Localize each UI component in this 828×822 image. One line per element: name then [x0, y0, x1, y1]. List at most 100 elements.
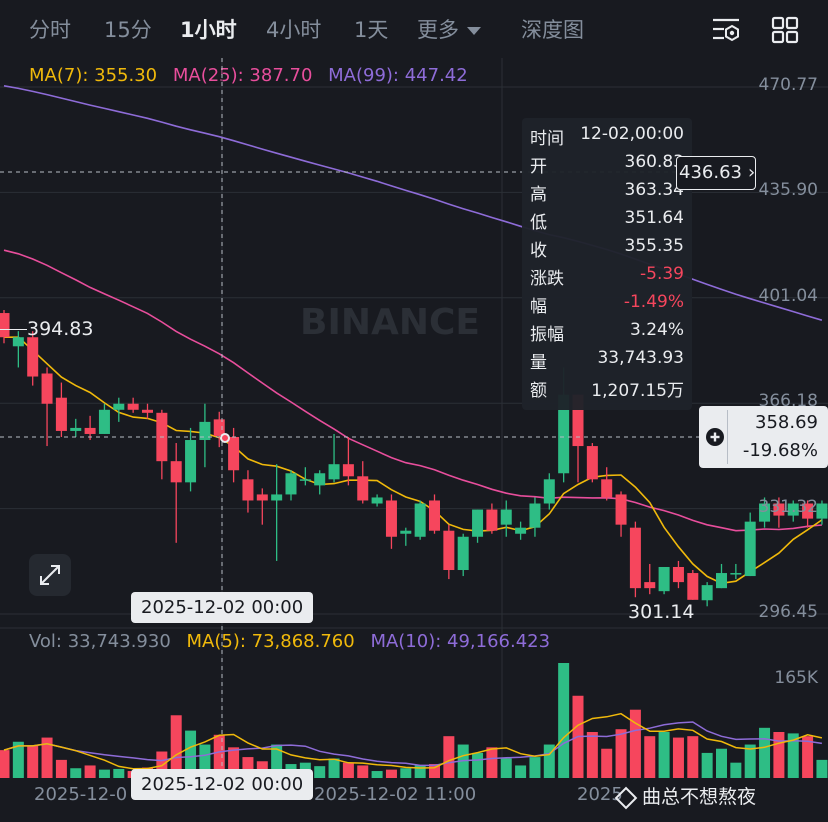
tab-depth[interactable]: 深度图	[521, 18, 584, 42]
tab-4h[interactable]: 4小时	[266, 18, 322, 42]
candle-body	[285, 473, 297, 495]
candle-body	[457, 536, 469, 571]
crosshair-toggle[interactable]	[703, 410, 728, 464]
candle	[328, 433, 340, 483]
candle-body	[486, 509, 498, 531]
candle	[185, 427, 197, 492]
ma25-line	[3, 249, 822, 532]
candle	[744, 512, 756, 577]
tooltip-value: 3.24%	[629, 320, 684, 340]
candle	[543, 473, 555, 510]
volume-bar	[629, 709, 641, 778]
candle	[429, 494, 440, 534]
price-axis-label: 331.32	[758, 496, 818, 517]
candle-body	[759, 503, 771, 522]
volume-bar	[644, 736, 656, 778]
candle	[357, 461, 369, 504]
crosshair	[0, 58, 700, 778]
grid-layout-icon[interactable]	[771, 16, 799, 44]
volume-bar	[586, 732, 598, 778]
volume-bar	[558, 663, 570, 778]
crosshair-time-pill: 2025-12-02 00:00	[131, 592, 314, 623]
volume-bar	[12, 741, 24, 778]
candle-body	[84, 427, 96, 434]
tooltip-key: 幅	[530, 297, 547, 317]
candle	[70, 418, 82, 437]
fullscreen-button[interactable]	[29, 554, 71, 596]
candle-body	[41, 373, 53, 404]
candle	[701, 582, 713, 607]
candle	[529, 497, 541, 537]
candle	[299, 467, 311, 486]
volume-bar	[472, 752, 484, 778]
candle	[773, 497, 785, 528]
tooltip-row: 时间 12-02,00:00	[530, 124, 684, 152]
candle	[242, 470, 254, 513]
crosshair-price-value: 436.63	[679, 162, 742, 183]
low-marker: 301.14	[628, 601, 694, 623]
volume-bar	[41, 737, 53, 778]
volume-bar	[170, 715, 182, 778]
candle-body	[701, 585, 713, 601]
candle-body	[529, 503, 541, 528]
tab-1h[interactable]: 1小时	[180, 18, 237, 42]
candle	[515, 521, 527, 540]
ma99-line	[3, 85, 823, 321]
caret-down-icon	[467, 27, 481, 35]
candle	[629, 521, 641, 598]
candle	[816, 500, 828, 525]
volume-bar	[816, 759, 828, 778]
volume-bar	[701, 752, 713, 778]
time-label-2: 2025-12-02 11:00	[314, 784, 477, 805]
volume-bar	[0, 750, 10, 778]
candle	[802, 500, 814, 528]
tab-15m[interactable]: 15分	[104, 18, 152, 42]
chart-settings-icon[interactable]	[711, 16, 741, 44]
candle-body	[199, 421, 211, 441]
plus-circle-icon	[706, 428, 724, 446]
tooltip-value: 363.34	[624, 180, 684, 200]
candle-body	[27, 337, 39, 377]
candle	[0, 310, 10, 344]
volume-bar	[500, 758, 512, 778]
crosshair-price-badge[interactable]: 436.63 ›	[676, 156, 756, 190]
tooltip-key: 量	[530, 353, 547, 373]
candle	[170, 443, 182, 543]
candle	[98, 403, 110, 434]
tooltip-row: 开 360.83	[530, 152, 684, 180]
candle-body	[601, 479, 613, 498]
candle	[113, 397, 125, 422]
volume-bar	[687, 736, 699, 778]
diamond-logo-icon	[614, 786, 638, 809]
candle	[457, 533, 469, 577]
tab-1d[interactable]: 1天	[354, 18, 389, 42]
price-axis-label: 435.90	[758, 180, 818, 201]
tooltip-value: -5.39	[640, 264, 684, 284]
volume-bar	[443, 736, 455, 778]
candle	[658, 566, 670, 595]
candle-body	[185, 440, 197, 483]
high-marker: 394.83	[0, 318, 93, 340]
candle	[472, 509, 484, 543]
candle-body	[543, 479, 555, 504]
candle-body	[744, 521, 756, 577]
tooltip-key: 低	[530, 213, 547, 233]
tooltip-value: 33,743.93	[597, 348, 684, 368]
candle-body	[730, 573, 742, 575]
volume-bar	[744, 744, 756, 778]
candle-body	[127, 403, 139, 410]
volume-bar	[802, 736, 814, 778]
current-price-box[interactable]: 358.69 -19.68%	[699, 406, 828, 468]
ma7-value: MA(7): 355.30	[29, 65, 158, 86]
crosshair-time-pill-bottom: 2025-12-02 00:00	[131, 769, 314, 800]
candle	[371, 494, 383, 507]
volume-axis-label: 165K	[774, 668, 818, 688]
candle	[601, 467, 613, 501]
tab-timeline[interactable]: 分时	[29, 18, 71, 42]
candle	[730, 563, 742, 580]
candle-body	[299, 479, 311, 481]
tab-more[interactable]: 更多	[417, 14, 481, 44]
tooltip-key: 时间	[530, 129, 564, 149]
candle-body	[142, 409, 153, 413]
